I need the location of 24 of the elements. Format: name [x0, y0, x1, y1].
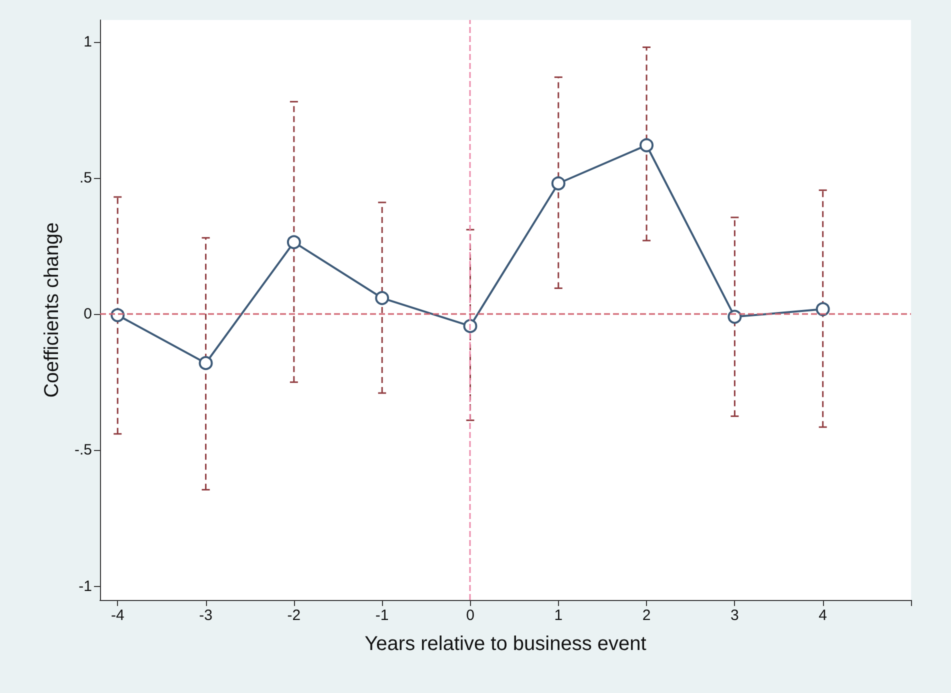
y-tick-label: 1	[84, 33, 92, 50]
point	[286, 235, 301, 250]
x-axis-title: Years relative to business event	[364, 633, 647, 655]
x-tick-label: -4	[110, 607, 124, 624]
x-tick-label: -2	[287, 607, 301, 624]
point	[198, 356, 213, 370]
y-axis-title: Coefficients change	[41, 222, 63, 398]
y-tick-label: -1	[78, 578, 92, 595]
x-tick-label: 4	[818, 607, 828, 624]
point	[375, 291, 390, 306]
point	[816, 302, 830, 316]
point	[640, 138, 654, 152]
point	[551, 176, 566, 190]
y-tick-label: -.5	[74, 442, 92, 459]
x-tick-label: -3	[199, 607, 212, 624]
x-tick-label: 2	[642, 607, 651, 624]
point	[463, 319, 478, 334]
x-tick-label: 1	[554, 607, 563, 624]
point	[728, 310, 742, 324]
y-tick-label: .5	[79, 169, 92, 186]
x-tick-label: -1	[375, 607, 389, 624]
x-tick-label: 3	[730, 607, 739, 624]
x-tick-label: 0	[466, 607, 474, 624]
y-tick-label: 0	[84, 306, 92, 323]
